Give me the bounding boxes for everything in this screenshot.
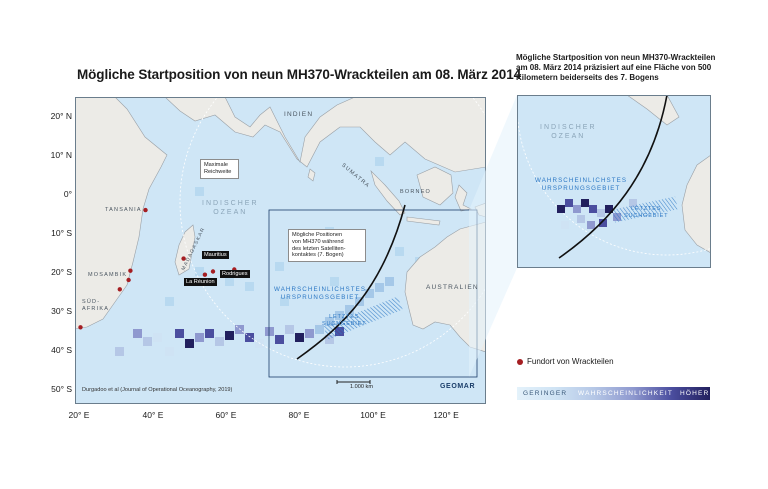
label-indien: INDIEN [284,111,314,118]
page-title: Mögliche Startposition von neun MH370-Wr… [77,67,522,82]
y-tick-label: 40° S [51,345,72,355]
callout-arc-positions: Mögliche Positionen von MH370 während de… [288,229,366,263]
probability-scale [517,387,710,400]
scale-label: 1.000 km [350,384,374,390]
debris-marker [202,272,208,277]
debris-marker [117,287,122,292]
label-tansania: TANSANIA [105,207,142,213]
x-tick-label: 120° E [433,410,459,420]
label-suedafrika: SÜD- AFRIKA [82,299,110,312]
label-mauritius: Mauritius [202,251,229,259]
asia-land [164,97,486,173]
debris-marker [78,325,83,330]
debris-marker [210,269,216,274]
y-tick-label: 20° N [50,111,72,121]
x-tick-label: 80° E [288,410,310,420]
y-tick-label: 50° S [51,384,72,394]
seventh-arc [296,204,406,360]
probability-title: WAHRSCHEINLICHKEIT [578,390,674,397]
debris-marker [126,277,131,283]
label-borneo: BORNEO [400,189,432,195]
inset-caption: Mögliche Startposition von neun MH370-Wr… [516,53,716,83]
sri-lanka-land [307,168,316,182]
inset-search-area [612,196,678,223]
y-tick-label: 0° [63,189,72,199]
debris-legend-dot [517,359,523,365]
madagascar-land [174,224,196,276]
label-origin-area: WAHRSCHEINLICHSTES URSPRUNGSGEBIET [274,286,367,301]
inset-australia-land [681,154,711,254]
borneo-land [416,166,454,206]
inset-map [517,95,711,268]
main-map [75,97,486,404]
label-australien: AUSTRALIEN [426,284,479,291]
debris-marker [181,256,186,261]
label-search-area: LETZTES SUCHGEBIET [322,314,367,327]
inset-label-ocean: INDISCHER OZEAN [540,124,597,140]
x-tick-label: 20° E [68,410,90,420]
geomar-logo: GEOMAR [440,383,476,390]
debris-marker [128,268,133,273]
debris-legend-label: Fundort von Wrackteilen [527,357,614,366]
x-tick-label: 60° E [215,410,237,420]
label-la-reunion: La Réunion [184,278,217,286]
inset-seventh-arc [558,95,668,259]
y-tick-label: 20° S [51,267,72,277]
citation: Durgadoo et al (Journal of Operational O… [82,387,233,393]
java-land [406,216,441,226]
probability-low-label: GERINGER [523,390,568,397]
y-tick-label: 30° S [51,306,72,316]
debris-marker [143,207,148,213]
callout-max-reach: Maximale Reichweite [200,159,239,179]
y-tick-label: 10° N [50,150,72,160]
label-indischer-ozean: INDISCHER OZEAN [202,200,259,216]
inset-label-origin: WAHRSCHEINLICHSTES URSPRUNGSGEBIET [535,177,628,192]
probability-high-label: HÖHER [680,390,710,397]
x-tick-label: 40° E [142,410,164,420]
x-tick-label: 100° E [360,410,386,420]
inset-label-search: LETZTES SUCHGEBIET [624,206,669,219]
label-mosambik: MOSAMBIK [88,272,128,278]
label-rodrigues: Rodrigues [220,270,250,278]
africa-land [75,97,168,330]
y-tick-label: 10° S [51,228,72,238]
search-area [323,296,403,340]
